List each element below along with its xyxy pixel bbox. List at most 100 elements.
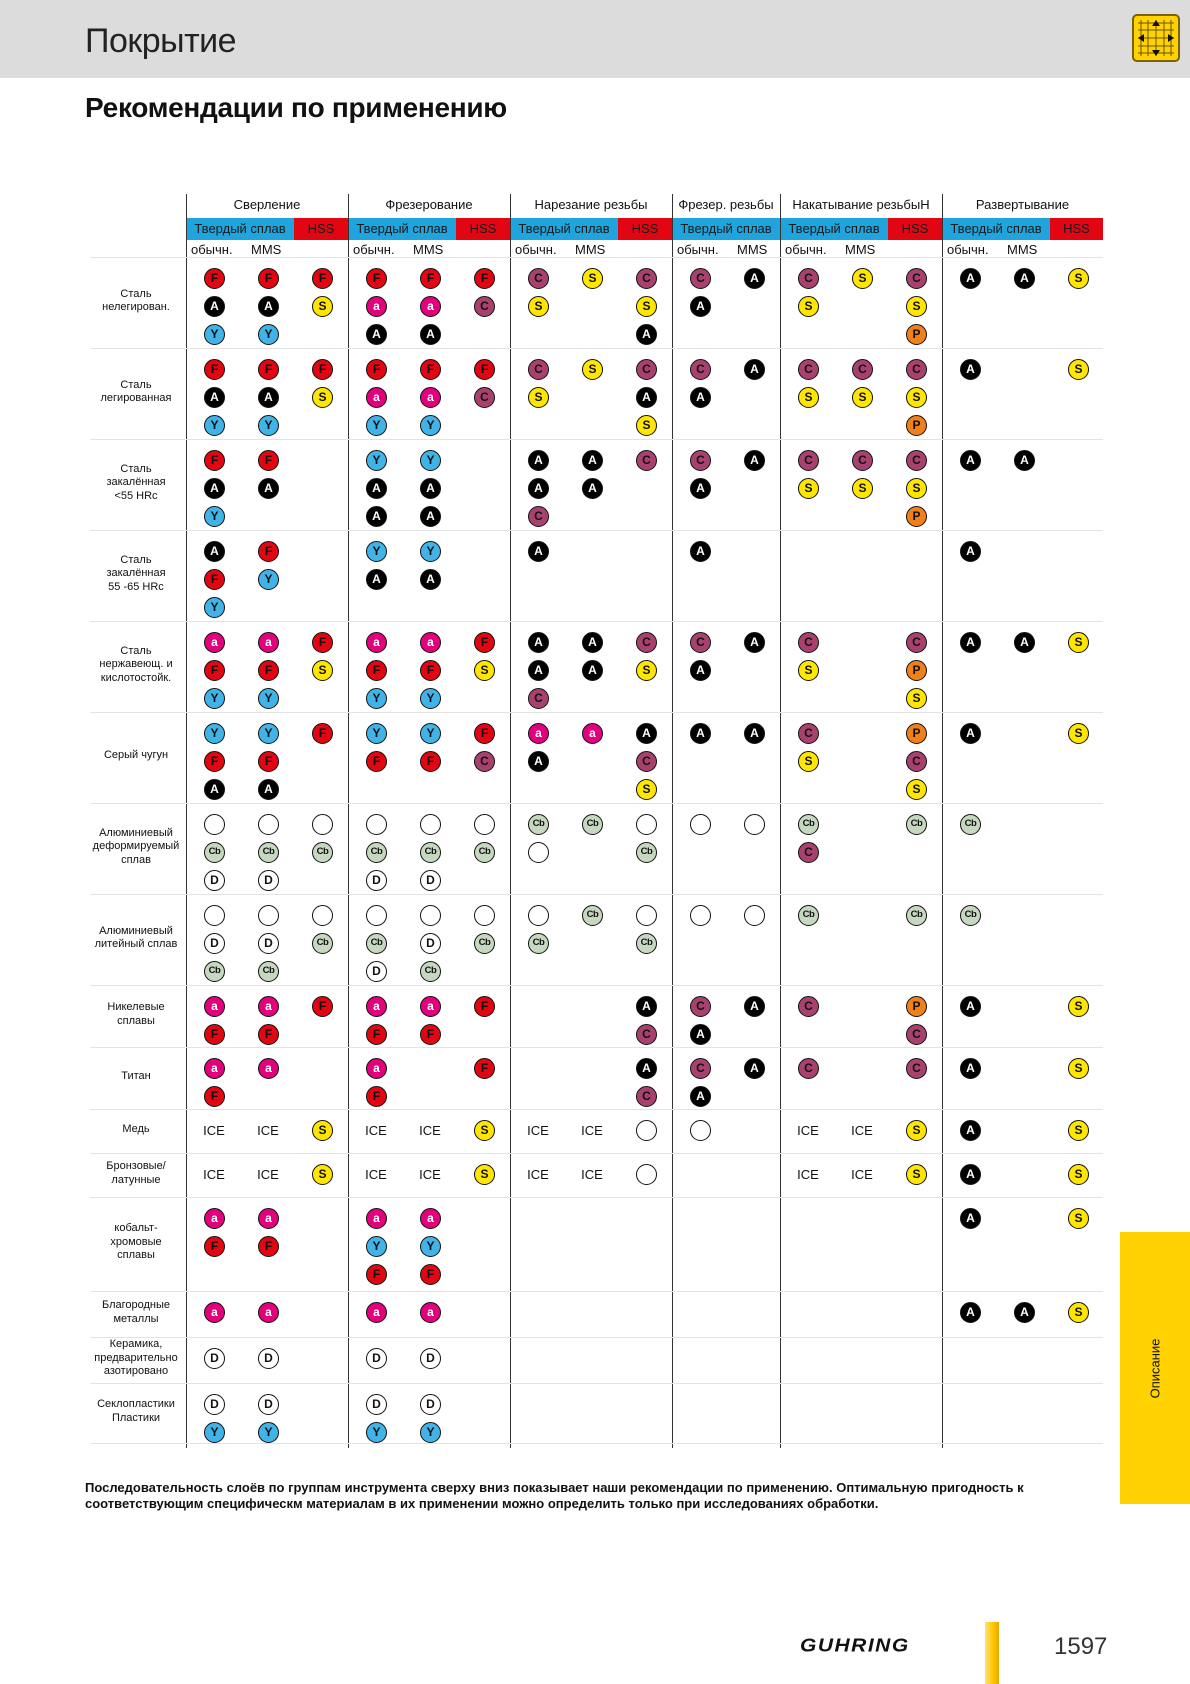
- coating-badge: C: [528, 268, 549, 289]
- coating-badge: Cb: [420, 961, 441, 982]
- subheader-carbide: Твердый сплав: [186, 218, 294, 240]
- coating-badge: Cb: [528, 814, 549, 835]
- row-divider: [90, 439, 1103, 440]
- coating-badge: A: [420, 506, 441, 527]
- coating-badge: D: [258, 870, 279, 891]
- coating-badge: Y: [258, 688, 279, 709]
- coating-badge: C: [690, 268, 711, 289]
- coating-badge: F: [204, 268, 225, 289]
- coating-badge: S: [528, 387, 549, 408]
- coating-badge: C: [798, 723, 819, 744]
- uncoated-badge: [744, 905, 765, 926]
- coating-badge: a: [204, 632, 225, 653]
- subheader-carbide: Твердый сплав: [672, 218, 780, 240]
- coating-badge: S: [798, 296, 819, 317]
- coating-badge: P: [906, 660, 927, 681]
- coating-badge: D: [420, 1394, 441, 1415]
- coating-badge: F: [204, 359, 225, 380]
- subheader-hss: HSS: [294, 218, 348, 240]
- coating-badge: F: [474, 268, 495, 289]
- side-tab-label-wrap[interactable]: Описание: [1120, 1232, 1190, 1504]
- coating-badge: Y: [204, 415, 225, 436]
- coating-badge: P: [906, 415, 927, 436]
- coating-badge: D: [204, 1394, 225, 1415]
- coating-badge: S: [528, 296, 549, 317]
- coolant-label-mms: MMS: [737, 242, 768, 257]
- coating-badge: D: [366, 1348, 387, 1369]
- coating-badge: F: [204, 450, 225, 471]
- coating-badge: P: [906, 996, 927, 1017]
- uncoated-badge: [636, 1164, 657, 1185]
- coating-badge: Y: [366, 1422, 387, 1443]
- uncoated-badge: [528, 842, 549, 863]
- coating-badge: S: [474, 1164, 495, 1185]
- coating-badge: F: [366, 1086, 387, 1107]
- coating-badge: C: [636, 751, 657, 772]
- coating-badge: S: [312, 296, 333, 317]
- coating-badge: S: [1068, 996, 1089, 1017]
- material-label: Алюминиевый литейный сплав: [94, 924, 178, 951]
- coating-badge: A: [960, 541, 981, 562]
- uncoated-badge: [744, 814, 765, 835]
- coating-badge: F: [258, 450, 279, 471]
- column-group-header: Фрезерование: [385, 197, 473, 212]
- coolant-label-mms: MMS: [413, 242, 444, 257]
- subheader-hss: HSS: [888, 218, 942, 240]
- uncoated-badge: [258, 814, 279, 835]
- material-label: Сталь закалённая <55 HRc: [106, 462, 166, 502]
- coating-badge: Y: [204, 1422, 225, 1443]
- column-divider: [510, 194, 511, 1448]
- coating-badge: C: [798, 1058, 819, 1079]
- coating-badge: S: [636, 660, 657, 681]
- coating-badge: A: [690, 1086, 711, 1107]
- coolant-label-normal: обычн.: [515, 242, 557, 257]
- coating-badge: A: [960, 1120, 981, 1141]
- coating-badge: S: [312, 660, 333, 681]
- material-label: Бронзовые/ латунные: [106, 1160, 166, 1186]
- side-tab[interactable]: [1120, 1232, 1190, 1504]
- coating-badge: A: [744, 996, 765, 1017]
- coating-badge: Y: [204, 688, 225, 709]
- material-label: Сталь закалённая 55 -65 HRc: [106, 553, 166, 593]
- column-group-header: Сверление: [233, 197, 301, 212]
- coating-badge: A: [366, 478, 387, 499]
- coolant-label-mms: MMS: [845, 242, 876, 257]
- coating-badge: C: [474, 387, 495, 408]
- coating-badge: Y: [366, 415, 387, 436]
- coating-badge: C: [690, 996, 711, 1017]
- material-label: Сталь нержавеющ. и кислотостойк.: [99, 644, 173, 684]
- coolant-label-normal: обычн.: [191, 242, 233, 257]
- row-divider: [90, 348, 1103, 349]
- coating-badge: C: [798, 268, 819, 289]
- coating-badge: A: [582, 632, 603, 653]
- coating-badge: D: [420, 1348, 441, 1369]
- coating-badge: D: [204, 870, 225, 891]
- coolant-label-normal: обычн.: [947, 242, 989, 257]
- coating-badge: Cb: [204, 961, 225, 982]
- column-divider: [780, 194, 781, 1448]
- ice-label: ICE: [419, 1167, 441, 1182]
- coating-badge: A: [960, 1164, 981, 1185]
- coating-badge: A: [960, 996, 981, 1017]
- coating-badge: a: [258, 1058, 279, 1079]
- coating-badge: A: [1014, 1302, 1035, 1323]
- coating-badge: A: [420, 569, 441, 590]
- coating-badge: S: [1068, 359, 1089, 380]
- coating-badge: A: [960, 1302, 981, 1323]
- column-group-header: Нарезание резьбы: [534, 197, 648, 212]
- ice-label: ICE: [365, 1167, 387, 1182]
- coating-badge: S: [906, 1120, 927, 1141]
- coating-badge: A: [366, 569, 387, 590]
- coating-badge: a: [258, 1302, 279, 1323]
- coating-badge: D: [366, 870, 387, 891]
- uncoated-badge: [474, 814, 495, 835]
- coating-badge: Y: [258, 1422, 279, 1443]
- coating-badge: F: [474, 632, 495, 653]
- coating-badge: A: [528, 450, 549, 471]
- coating-badge: S: [798, 660, 819, 681]
- coating-badge: S: [852, 478, 873, 499]
- coating-badge: A: [960, 632, 981, 653]
- coolant-label-mms: MMS: [251, 242, 282, 257]
- coating-badge: S: [474, 1120, 495, 1141]
